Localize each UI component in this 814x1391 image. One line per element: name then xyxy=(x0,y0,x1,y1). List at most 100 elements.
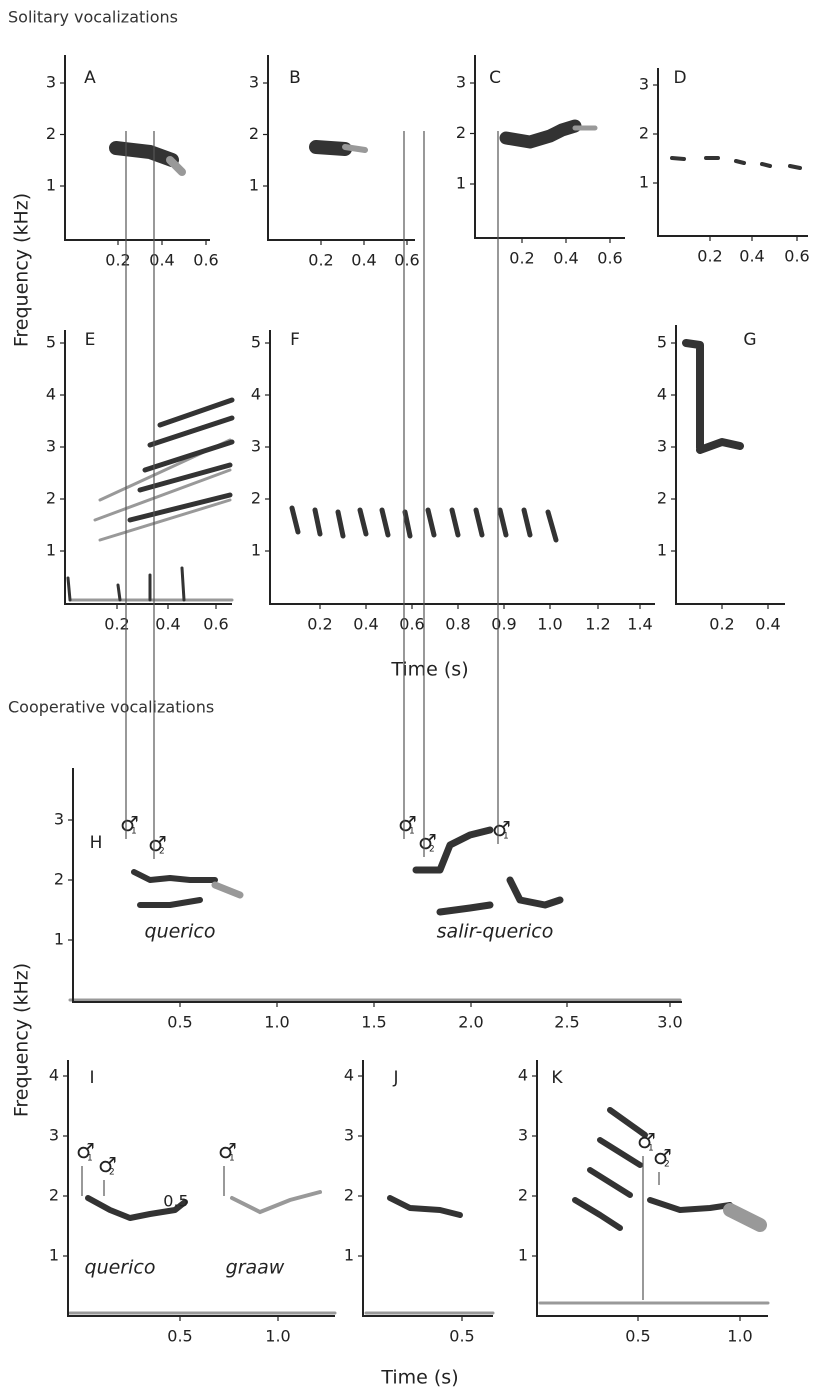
spectrogram-trace xyxy=(572,1107,733,1231)
x-tick-label: 0.5 xyxy=(167,1013,192,1032)
y-tick-label: 3 xyxy=(639,75,649,94)
male-symbol: ♂ xyxy=(98,1153,117,1177)
section-title: Cooperative vocalizations xyxy=(8,698,214,717)
y-tick-label: 3 xyxy=(344,1126,354,1145)
y-tick-label: 1 xyxy=(344,1246,354,1265)
spectrogram-trace xyxy=(723,1203,767,1232)
spectrogram-trace xyxy=(412,826,564,916)
x-tick-label: 1.5 xyxy=(361,1013,386,1032)
panel: D 0.2 0.4 0.6 1 2 3 xyxy=(639,68,810,266)
male-index: 1 xyxy=(131,827,137,837)
x-tick-label: 3.0 xyxy=(657,1013,682,1032)
panel-label: A xyxy=(84,68,96,88)
annotation: graaw xyxy=(226,1257,285,1279)
male-index: 1 xyxy=(87,1154,93,1164)
axis xyxy=(657,68,808,237)
male-index: 1 xyxy=(648,1144,654,1154)
axis xyxy=(675,325,785,605)
x-tick-label: 0.2 xyxy=(709,615,734,634)
x-tick-label: 0.6 xyxy=(399,615,424,634)
panel-label: G xyxy=(743,330,756,350)
x-tick-label: 0.2 xyxy=(697,247,722,266)
male-symbol: ♂ xyxy=(653,1145,672,1169)
axis xyxy=(536,1060,768,1317)
y-tick-label: 2 xyxy=(456,123,466,142)
panel-label: C xyxy=(489,68,501,88)
male-symbol: ♂ xyxy=(418,830,437,854)
y-tick-label: 4 xyxy=(49,1066,59,1085)
panel: A 0.2 0.4 0.6 1 2 3 xyxy=(46,55,219,270)
spectrogram-trace xyxy=(289,505,559,543)
x-tick-label: 0.2 xyxy=(105,251,130,270)
panel: B 0.2 0.4 0.6 1 2 3 xyxy=(249,55,420,270)
panel: H 0.5 1.0 1.5 2.0 2.5 3.0 1 2 3 querico salir-queri… xyxy=(54,131,683,1032)
x-tick-label: 1.0 xyxy=(727,1327,752,1346)
x-tick-label: 0.4 xyxy=(351,251,376,270)
x-tick-label: 0.4 xyxy=(553,249,578,268)
y-tick-label: 3 xyxy=(46,73,56,92)
panel-label: D xyxy=(673,68,686,88)
x-tick-label: 0.4 xyxy=(755,615,780,634)
male-index: 1 xyxy=(503,832,509,842)
x-tick-label: 0.4 xyxy=(149,251,174,270)
x-tick-label: 0.2 xyxy=(104,615,129,634)
panel-label: B xyxy=(289,68,301,88)
y-tick-label: 1 xyxy=(639,173,649,192)
y-tick-label: 3 xyxy=(657,437,667,456)
panel-label: I xyxy=(89,1068,94,1088)
y-tick-label: 3 xyxy=(54,810,64,829)
panel-label: J xyxy=(392,1068,398,1088)
annotation: 0.5 xyxy=(163,1192,188,1211)
y-tick-label: 3 xyxy=(49,1126,59,1145)
y-tick-label: 4 xyxy=(46,385,56,404)
y-axis-label: Frequency (kHz) xyxy=(11,193,33,347)
panel: J 0.5 1 2 3 4 xyxy=(344,1060,493,1346)
x-tick-label: 0.6 xyxy=(193,251,218,270)
y-tick-label: 4 xyxy=(344,1066,354,1085)
spectrogram-trace xyxy=(387,1195,463,1218)
spectrogram-trace xyxy=(66,566,186,602)
male-index: 1 xyxy=(229,1154,235,1164)
y-tick-label: 1 xyxy=(249,176,259,195)
annotation: querico xyxy=(85,1257,156,1279)
x-tick-label: 1.2 xyxy=(585,615,610,634)
axis xyxy=(64,330,232,605)
axis xyxy=(362,1060,493,1317)
axis xyxy=(267,55,415,241)
y-tick-label: 2 xyxy=(46,124,56,143)
y-tick-label: 5 xyxy=(46,333,56,352)
panel-label: K xyxy=(551,1068,563,1088)
male-symbol: ♂ xyxy=(120,812,139,836)
x-tick-label: 1.0 xyxy=(265,1327,290,1346)
y-tick-label: 5 xyxy=(251,333,261,352)
spectrogram-trace xyxy=(211,881,244,899)
spectrogram-trace xyxy=(682,339,744,454)
spectrogram-trace xyxy=(499,119,582,149)
panel-label: E xyxy=(85,330,96,350)
x-tick-label: 0.5 xyxy=(625,1327,650,1346)
spectrogram-trace xyxy=(127,397,235,523)
y-tick-label: 2 xyxy=(49,1186,59,1205)
axis xyxy=(269,330,655,605)
y-tick-label: 3 xyxy=(251,437,261,456)
x-tick-label: 0.5 xyxy=(167,1327,192,1346)
x-tick-label: 0.9 xyxy=(491,615,516,634)
y-tick-label: 3 xyxy=(46,437,56,456)
x-axis-label: Time (s) xyxy=(390,659,468,681)
y-tick-label: 2 xyxy=(518,1186,528,1205)
y-tick-label: 2 xyxy=(54,870,64,889)
y-tick-label: 1 xyxy=(46,176,56,195)
spectrogram-trace xyxy=(309,140,352,156)
panel: C 0.2 0.4 0.6 1 2 3 xyxy=(456,55,625,268)
y-tick-label: 2 xyxy=(251,489,261,508)
x-axis-label: Time (s) xyxy=(380,1367,458,1389)
axis xyxy=(67,1060,335,1317)
male-index: 2 xyxy=(664,1160,670,1170)
x-tick-label: 0.6 xyxy=(203,615,228,634)
y-tick-label: 3 xyxy=(518,1126,528,1145)
x-tick-label: 0.4 xyxy=(353,615,378,634)
x-tick-label: 0.2 xyxy=(307,615,332,634)
